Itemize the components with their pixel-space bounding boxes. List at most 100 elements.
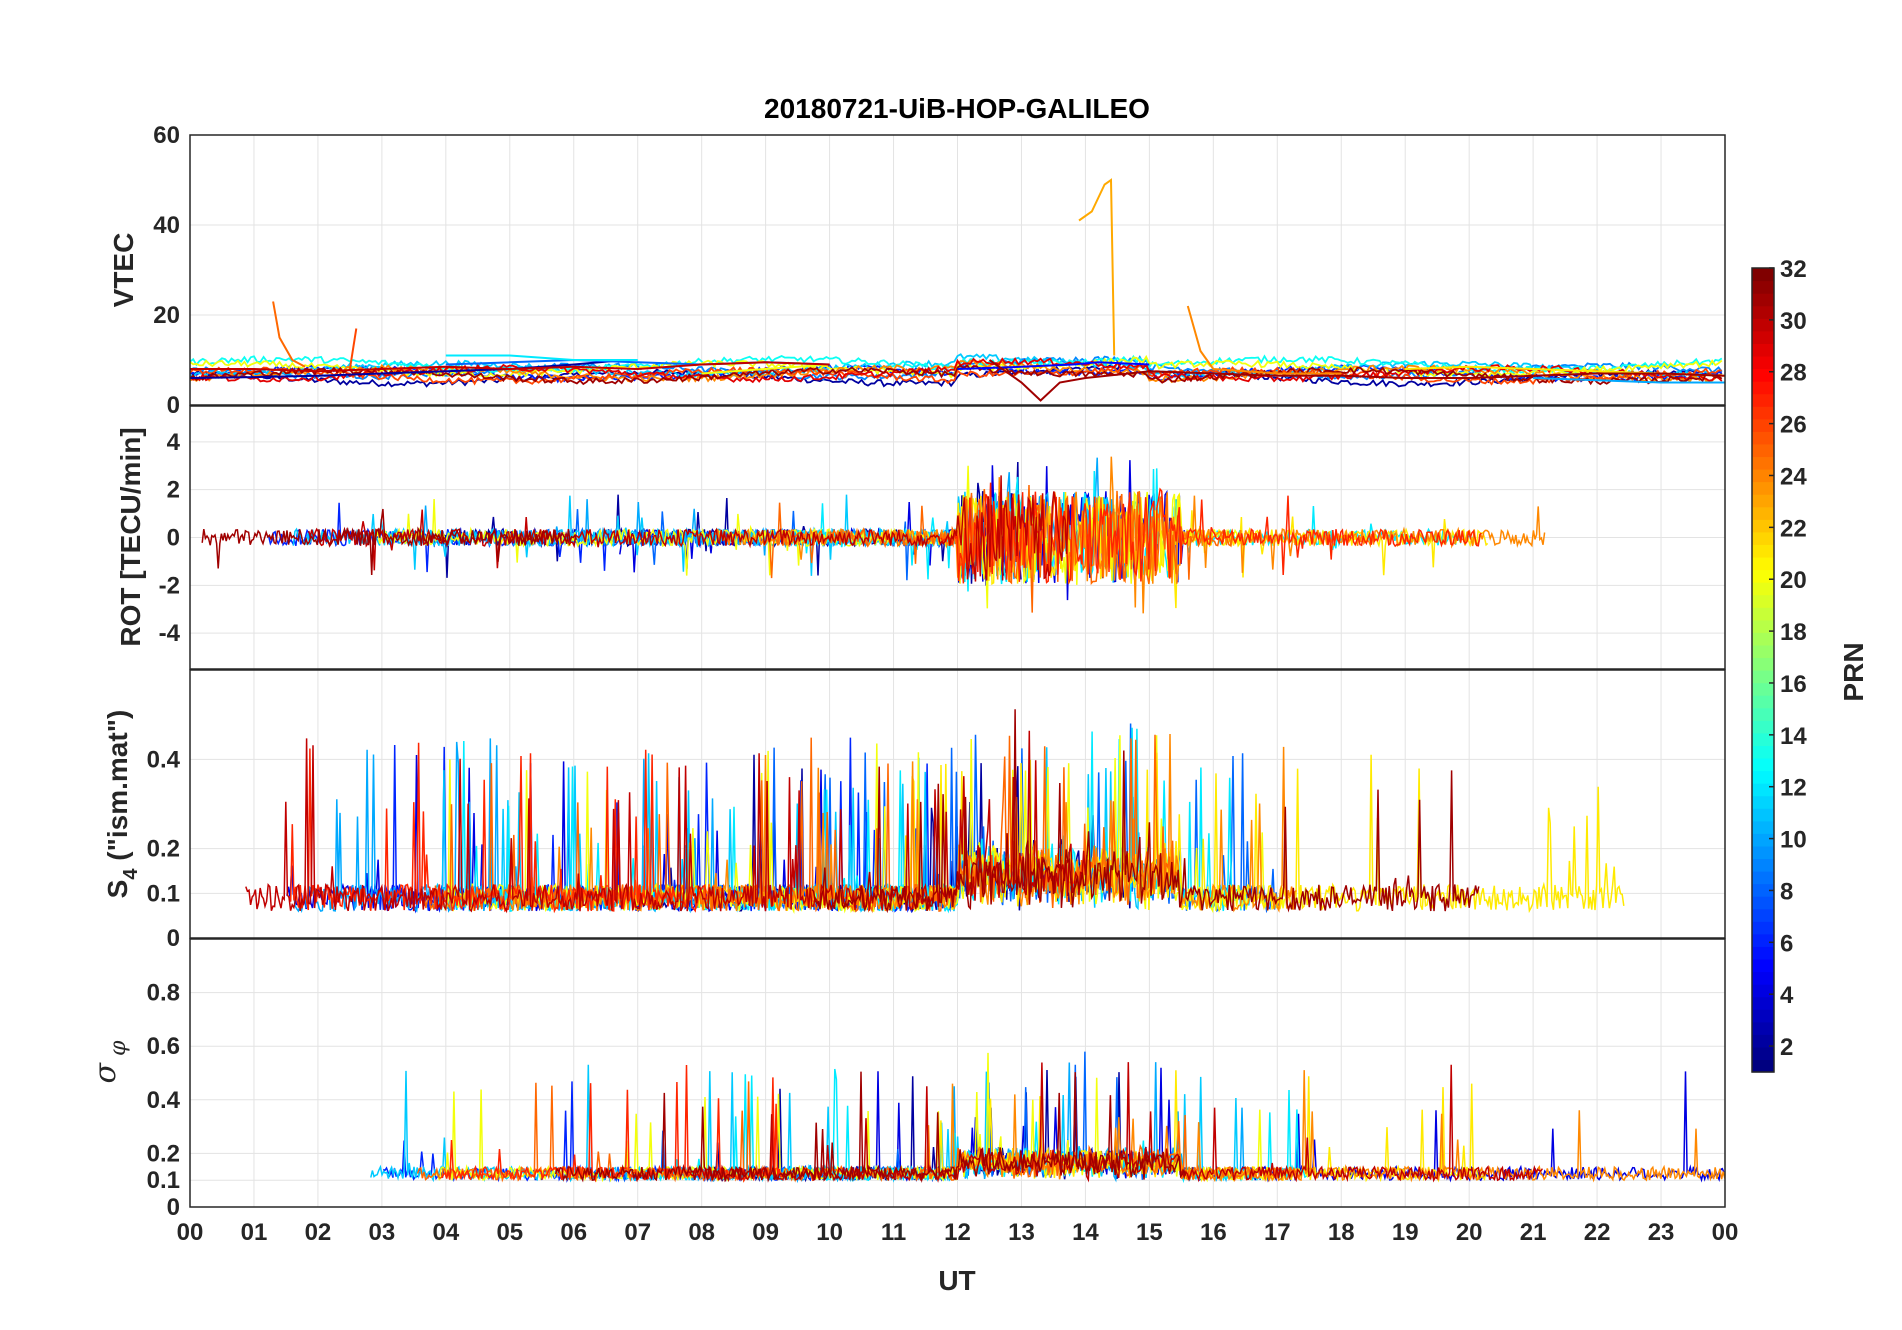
y-tick-label: 0.4 bbox=[147, 746, 181, 773]
vtec-series-prn-26 bbox=[348, 328, 358, 370]
y-tick-label: 60 bbox=[153, 122, 180, 149]
colorbar-tick-label: 26 bbox=[1780, 412, 1807, 439]
sig-series-prn-24 bbox=[926, 1070, 1725, 1183]
colorbar-segment bbox=[1752, 670, 1774, 684]
colorbar-segment bbox=[1752, 770, 1774, 784]
colorbar-tick-label: 18 bbox=[1780, 619, 1807, 646]
y-tick-label: 0.4 bbox=[147, 1087, 181, 1114]
colorbar-segment bbox=[1752, 1059, 1774, 1073]
plot-frame bbox=[189, 134, 1726, 406]
x-tick-label: 00 bbox=[177, 1219, 204, 1246]
y-tick-label: 0.1 bbox=[147, 1167, 180, 1194]
x-tick-label: 11 bbox=[881, 1219, 906, 1246]
colorbar-segment bbox=[1752, 632, 1774, 646]
rot-ylabel: ROT [TECU/min] bbox=[115, 427, 146, 646]
series-group bbox=[190, 178, 1725, 402]
x-tick-label: 03 bbox=[369, 1219, 396, 1246]
colorbar-segment bbox=[1752, 946, 1774, 960]
colorbar-segment bbox=[1752, 1009, 1774, 1023]
colorbar-segment bbox=[1752, 343, 1774, 357]
colorbar-segment bbox=[1752, 1034, 1774, 1048]
colorbar-segment bbox=[1752, 896, 1774, 910]
colorbar-segment bbox=[1752, 607, 1774, 621]
colorbar-segment bbox=[1752, 443, 1774, 458]
rot-series-prn-31 bbox=[201, 508, 578, 576]
colorbar-tick-label: 22 bbox=[1780, 515, 1807, 542]
vtec-series-prn-31 bbox=[988, 359, 1725, 402]
colorbar-segment bbox=[1752, 1046, 1774, 1061]
x-tick-label: 08 bbox=[688, 1219, 715, 1246]
vtec-series-prn-25 bbox=[272, 301, 306, 368]
colorbar-segment bbox=[1752, 381, 1774, 395]
vtec-series-prn-26 bbox=[190, 363, 1722, 386]
colorbar-segment bbox=[1752, 984, 1774, 998]
vtec-series-prn-11 bbox=[190, 353, 1723, 379]
series-group bbox=[245, 709, 1625, 915]
colorbar-segment bbox=[1752, 293, 1774, 307]
x-tick-label: 21 bbox=[1520, 1219, 1547, 1246]
colorbar-frame bbox=[1751, 267, 1775, 1073]
colorbar-tick-label: 24 bbox=[1780, 463, 1807, 490]
colorbar-segment bbox=[1752, 494, 1774, 508]
colorbar-segment bbox=[1752, 355, 1774, 370]
x-tick-label: 09 bbox=[752, 1219, 779, 1246]
plot-frame bbox=[189, 938, 1726, 1208]
colorbar-segment bbox=[1752, 732, 1774, 746]
x-tick-label: 23 bbox=[1648, 1219, 1675, 1246]
colorbar-label: PRN bbox=[1838, 642, 1869, 701]
sig-series-prn-31 bbox=[554, 1071, 1187, 1183]
colorbar-segment bbox=[1752, 720, 1774, 734]
y-tick-label: 0.6 bbox=[147, 1033, 180, 1060]
colorbar-segment bbox=[1752, 456, 1774, 470]
colorbar-tick-label: 10 bbox=[1780, 827, 1807, 854]
x-tick-label: 16 bbox=[1200, 1219, 1227, 1246]
colorbar-segment bbox=[1752, 858, 1774, 872]
colorbar-segment bbox=[1752, 330, 1774, 344]
x-tick-label: 18 bbox=[1328, 1219, 1355, 1246]
colorbar-segment bbox=[1752, 280, 1774, 294]
colorbar-segment bbox=[1752, 1021, 1774, 1035]
y-tick-label: 4 bbox=[167, 429, 181, 456]
colorbar-segment bbox=[1752, 871, 1774, 885]
sigma-phi-panel: 00.10.2 0.4 0.6 0.8 bbox=[147, 938, 1726, 1221]
series-group bbox=[201, 456, 1546, 614]
x-tick-label: 14 bbox=[1072, 1219, 1099, 1246]
x-axis-title: UT bbox=[938, 1265, 975, 1296]
colorbar-segment bbox=[1752, 657, 1774, 671]
svg-text:S4 ("ism.mat"): S4 ("ism.mat") bbox=[102, 710, 142, 899]
colorbar-segment bbox=[1752, 556, 1774, 571]
colorbar-tick-label: 4 bbox=[1780, 982, 1794, 1009]
y-tick-label: 0.8 bbox=[147, 980, 180, 1007]
y-tick-label: 0 bbox=[167, 392, 180, 419]
y-tick-label: 0 bbox=[167, 925, 180, 952]
colorbar-segment bbox=[1752, 921, 1774, 935]
colorbar-segment bbox=[1752, 757, 1774, 772]
rot-series-prn-27 bbox=[940, 482, 1482, 585]
x-tick-label: 20 bbox=[1456, 1219, 1483, 1246]
colorbar-segment bbox=[1752, 569, 1774, 583]
x-tick-label: 22 bbox=[1584, 1219, 1611, 1246]
vtec-series-prn-31 bbox=[190, 364, 1723, 386]
sigma-phi-ylabel: σ φ bbox=[88, 1040, 131, 1083]
colorbar-tick-label: 12 bbox=[1780, 775, 1807, 802]
colorbar-tick-label: 16 bbox=[1780, 671, 1807, 698]
rot-panel: -4 -2 0 2 4 bbox=[159, 405, 1726, 670]
colorbar-segment bbox=[1752, 582, 1774, 596]
colorbar-segment bbox=[1752, 531, 1774, 545]
x-tick-label: 06 bbox=[560, 1219, 587, 1246]
chart-title: 20180721-UiB-HOP-GALILEO bbox=[764, 93, 1150, 124]
colorbar-segment bbox=[1752, 971, 1774, 985]
colorbar-tick-label: 8 bbox=[1780, 878, 1793, 905]
colorbar-segment bbox=[1752, 845, 1774, 860]
plot-frame bbox=[189, 669, 1726, 939]
plot-frame bbox=[189, 405, 1726, 670]
y-tick-label: 0 bbox=[167, 1194, 180, 1221]
vtec-series-prn-20 bbox=[701, 363, 830, 375]
colorbar-segment bbox=[1752, 808, 1774, 822]
colorbar-tick-label: 2 bbox=[1780, 1034, 1793, 1061]
y-tick-label: -2 bbox=[159, 572, 180, 599]
x-tick-label: 00 bbox=[1712, 1219, 1739, 1246]
x-tick-label: 15 bbox=[1136, 1219, 1163, 1246]
colorbar-segment bbox=[1752, 431, 1774, 445]
colorbar-segment bbox=[1752, 506, 1774, 520]
